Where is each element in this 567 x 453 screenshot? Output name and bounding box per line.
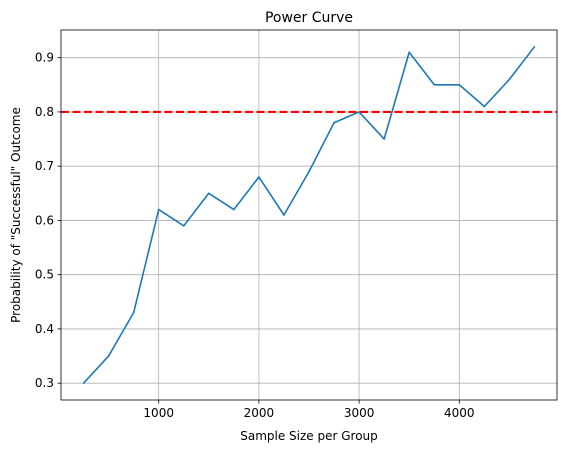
y-tick-label: 0.7 (35, 159, 54, 173)
y-tick-label: 0.3 (35, 376, 54, 390)
x-axis-ticks: 1000 2000 3000 4000 (143, 400, 474, 420)
data-point (509, 79, 511, 81)
data-point (358, 111, 360, 113)
data-point (433, 84, 435, 86)
series-lines (83, 46, 536, 384)
x-tick-label: 1000 (143, 406, 174, 420)
data-point (484, 106, 486, 108)
y-tick-label: 0.6 (35, 213, 54, 227)
data-point (83, 382, 85, 384)
data-point (333, 122, 335, 124)
y-tick-label: 0.5 (35, 268, 54, 282)
data-point (158, 209, 160, 211)
data-point (108, 355, 110, 357)
data-point (258, 176, 260, 178)
y-axis-label: Probability of "Successful" Outcome (9, 107, 23, 323)
x-tick-label: 4000 (444, 406, 475, 420)
y-tick-label: 0.8 (35, 105, 54, 119)
chart-title: Power Curve (265, 10, 353, 26)
data-point (183, 225, 185, 227)
data-point (283, 214, 285, 216)
data-point (459, 84, 461, 86)
data-point (383, 138, 385, 140)
data-point (534, 46, 536, 48)
y-tick-label: 0.4 (35, 322, 54, 336)
plot-frame (61, 30, 557, 400)
data-point (233, 209, 235, 211)
data-point (408, 51, 410, 53)
data-point (208, 192, 210, 194)
y-tick-label: 0.9 (35, 51, 54, 65)
data-point (308, 171, 310, 173)
y-axis-ticks: 0.3 0.4 0.5 0.6 0.7 0.8 0.9 (35, 51, 61, 391)
grid-lines (61, 30, 557, 400)
x-tick-label: 3000 (344, 406, 375, 420)
x-axis-label: Sample Size per Group (240, 429, 378, 443)
x-tick-label: 2000 (244, 406, 275, 420)
power-series-line (84, 47, 535, 383)
data-point (133, 312, 135, 314)
